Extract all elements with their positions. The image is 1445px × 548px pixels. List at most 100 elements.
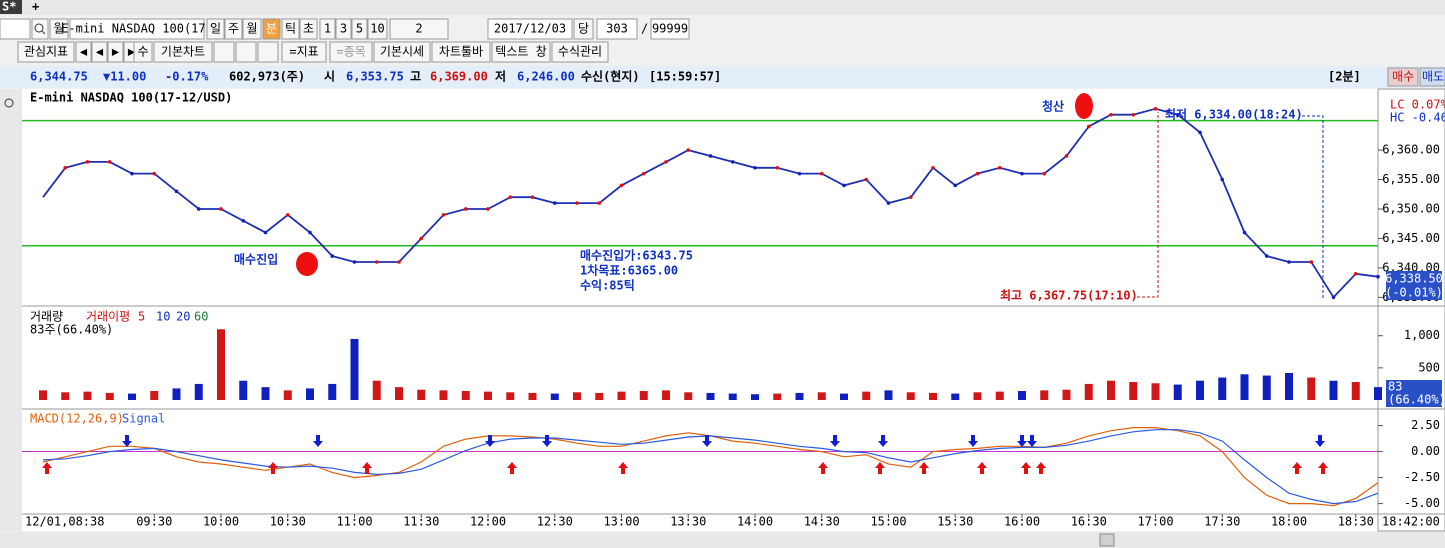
scroll-thumb[interactable] (1099, 533, 1115, 547)
x-tick-label: 14:30 (804, 515, 840, 529)
buy-arrow (977, 462, 987, 474)
button-label[interactable]: 일 (210, 22, 221, 36)
last-price-box (1386, 271, 1442, 300)
button[interactable] (206, 18, 225, 40)
price-point (686, 148, 691, 152)
annotation: 최저 6,334.00(18:24) (1165, 107, 1303, 122)
interval: [2분] (1328, 70, 1361, 84)
button[interactable] (242, 18, 262, 40)
volume-bar (1218, 377, 1227, 400)
price-point (419, 236, 424, 241)
button-label[interactable]: =지표 (289, 45, 318, 59)
button[interactable] (491, 41, 551, 63)
price-point (463, 207, 468, 211)
price-point (597, 201, 602, 205)
button[interactable] (262, 18, 281, 40)
volume-bar (128, 393, 136, 400)
volume-bar (706, 392, 715, 400)
tab-add[interactable]: + (32, 0, 39, 14)
button[interactable] (281, 41, 327, 63)
tab[interactable] (0, 0, 22, 14)
plot-area (22, 89, 1378, 531)
volume-bar (61, 392, 70, 400)
buy-button[interactable] (1387, 67, 1419, 87)
button[interactable] (17, 41, 75, 63)
y-tick-label: 6,345.00 (1382, 231, 1440, 245)
button-label[interactable]: ▶ (128, 45, 136, 59)
button-label[interactable]: 5 (356, 22, 363, 36)
quote-field: 수신(현지) (581, 69, 640, 84)
buy-label[interactable]: 매수 (1392, 70, 1414, 84)
button-label[interactable]: ▶ (112, 45, 120, 59)
button-label[interactable]: ◀ (80, 45, 88, 59)
button-label[interactable]: 관심지표 (24, 45, 68, 59)
button-label[interactable]: 2 (415, 22, 422, 36)
button[interactable] (596, 18, 638, 40)
button[interactable] (49, 18, 69, 40)
scrollbar[interactable] (0, 532, 1445, 548)
button-label[interactable]: 분 (266, 22, 277, 36)
button[interactable] (431, 41, 491, 63)
button-label[interactable]: 차트툴바 (439, 45, 483, 59)
button[interactable] (551, 41, 609, 63)
button-label[interactable]: 2017/12/03 (494, 22, 566, 36)
button-label[interactable]: =종목 (336, 45, 365, 59)
price-point (908, 195, 913, 200)
button[interactable] (351, 18, 368, 40)
button-label[interactable]: 수 (137, 45, 148, 59)
volume-bar (751, 394, 759, 400)
tab-name[interactable]: S* (2, 0, 16, 14)
button-label[interactable]: 기본시세 (380, 45, 424, 59)
volume-bar (1329, 380, 1338, 400)
button[interactable] (329, 41, 373, 63)
button-label[interactable]: ◀ (96, 45, 104, 59)
button[interactable] (389, 18, 449, 40)
sell-button[interactable] (1419, 67, 1445, 87)
volume-bar (1196, 380, 1204, 400)
button-label[interactable]: 당 (578, 22, 589, 36)
button-label[interactable]: 주 (228, 22, 239, 36)
button-label[interactable]: 수식관리 (558, 45, 602, 59)
code-input[interactable] (0, 18, 31, 40)
button[interactable] (367, 18, 388, 40)
button[interactable] (91, 41, 108, 63)
sell-label[interactable]: 매도 (1422, 70, 1444, 84)
button-label[interactable]: E-mini NASDAQ 100(17- (61, 22, 213, 36)
tool-icon[interactable] (257, 41, 279, 63)
button[interactable] (281, 18, 300, 40)
tool-icon[interactable] (235, 41, 257, 63)
button-label[interactable]: 월 (53, 22, 64, 36)
button-label[interactable]: 초 (303, 22, 314, 36)
price-point (730, 160, 735, 164)
buy-arrow (268, 462, 278, 474)
button-label[interactable]: 10 (370, 22, 384, 36)
y-tick-label: -5.00 (1404, 496, 1440, 510)
button[interactable] (224, 18, 243, 40)
button[interactable] (107, 41, 124, 63)
button[interactable] (373, 41, 431, 63)
button-label[interactable]: 월 (246, 22, 257, 36)
button[interactable] (650, 18, 690, 40)
button[interactable] (133, 41, 153, 63)
button-label[interactable]: 텍스트 창 (495, 45, 546, 59)
button[interactable] (319, 18, 336, 40)
button[interactable] (573, 18, 594, 40)
button-label[interactable]: 3 (340, 22, 347, 36)
button[interactable] (75, 41, 92, 63)
button-label[interactable]: 1 (324, 22, 331, 36)
tool-icon[interactable] (213, 41, 235, 63)
button-label[interactable]: 틱 (285, 22, 296, 36)
button[interactable] (487, 18, 573, 40)
search-button[interactable] (31, 18, 49, 40)
button[interactable] (299, 18, 318, 40)
button[interactable] (335, 18, 352, 40)
button-label[interactable]: 기본차트 (161, 45, 205, 59)
x-tick-label: 15:00 (870, 515, 906, 529)
button[interactable] (69, 18, 205, 40)
volume-bar (639, 391, 648, 400)
button[interactable] (153, 41, 213, 63)
last-price: 6,338.50 (1385, 272, 1443, 286)
button-label[interactable]: 99999 (652, 22, 688, 36)
ma-title: 거래이평 (86, 310, 130, 324)
button-label[interactable]: 303 (606, 22, 628, 36)
